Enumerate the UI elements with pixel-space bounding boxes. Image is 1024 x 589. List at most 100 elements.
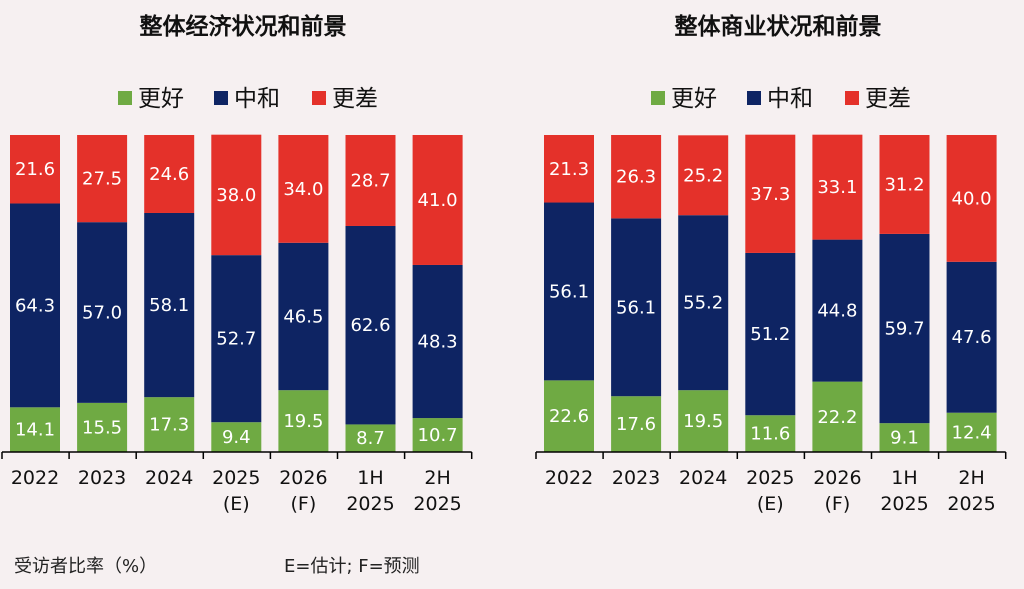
bar-better (879, 423, 930, 452)
x-tick-label-line: 2H (958, 467, 984, 489)
x-tick-label-line: 2025 (212, 467, 260, 489)
data-label-neutral: 59.7 (884, 319, 924, 340)
x-tick-label: 2026 (F) (813, 467, 861, 515)
legend-label-worse: 更差 (865, 86, 911, 112)
data-label-better: 12.4 (952, 422, 992, 443)
bar-worse (278, 135, 329, 243)
bar-better (144, 397, 195, 452)
legend-swatch-worse (312, 91, 326, 105)
x-tick-label: 2024 (145, 467, 193, 489)
data-label-better: 15.5 (82, 417, 122, 438)
data-label-worse: 25.2 (683, 165, 723, 186)
legend-swatch-worse (845, 91, 859, 105)
data-label-neutral: 55.2 (683, 293, 723, 314)
data-label-better: 17.3 (149, 415, 189, 436)
x-tick-label: 2025 (E) (746, 467, 794, 515)
bar-better (412, 418, 463, 452)
bar-worse (10, 135, 60, 204)
bar-neutral (745, 252, 796, 416)
legend-swatch-better (651, 91, 665, 105)
data-label-worse: 34.0 (283, 179, 323, 200)
bar-neutral (278, 242, 329, 391)
data-label-worse: 31.2 (884, 174, 924, 195)
bar-worse (678, 135, 729, 216)
data-label-worse: 40.0 (952, 188, 992, 209)
data-label-neutral: 56.1 (616, 297, 656, 318)
x-tick-label-line: 2026 (279, 467, 327, 489)
legend-item-worse: 更差 (312, 86, 378, 112)
legend-item-better: 更好 (651, 86, 717, 112)
x-tick-label: 2H 2025 (947, 467, 995, 515)
x-tick-label-line: (F) (825, 493, 851, 515)
bar-worse (745, 134, 796, 253)
legend-label-better: 更好 (671, 86, 717, 112)
x-tick-label-line: 2025 (947, 493, 995, 515)
x-tick-label-line: 2025 (880, 493, 928, 515)
data-label-better: 9.1 (890, 428, 919, 449)
legend-item-neutral: 中和 (747, 86, 813, 112)
x-tick-label-line: (E) (223, 493, 250, 515)
bar-neutral (946, 261, 997, 413)
x-tick-label-line: (F) (291, 493, 317, 515)
x-tick-label-line: 2022 (545, 467, 593, 489)
data-label-better: 22.6 (549, 406, 589, 427)
x-tick-label: 1H 2025 (346, 467, 394, 515)
data-label-better: 8.7 (356, 428, 385, 449)
data-label-worse: 27.5 (82, 169, 122, 190)
bar-neutral (544, 202, 594, 381)
data-label-better: 22.2 (817, 407, 857, 428)
bar-better (10, 407, 60, 452)
bar-neutral (879, 233, 930, 424)
x-tick-label-line: 2023 (78, 467, 126, 489)
bar-neutral (211, 255, 262, 423)
x-tick-label-line: 2024 (145, 467, 193, 489)
data-label-worse: 28.7 (350, 170, 390, 191)
data-label-better: 11.6 (750, 424, 790, 445)
x-tick-label-line: 2025 (413, 493, 461, 515)
legend-item-neutral: 中和 (214, 86, 280, 112)
data-label-worse: 21.6 (15, 159, 55, 180)
legend-swatch-better (118, 91, 132, 105)
data-label-worse: 41.0 (418, 190, 458, 211)
bar-worse (879, 135, 930, 234)
bar-worse (211, 134, 262, 256)
x-tick-label-line: (E) (757, 493, 784, 515)
data-label-better: 10.7 (418, 425, 458, 446)
bar-neutral (412, 264, 463, 419)
bar-worse (412, 135, 463, 265)
x-tick-label: 2022 (11, 467, 59, 489)
chart-title: 整体经济状况和前景 (140, 13, 347, 40)
data-label-neutral: 52.7 (216, 329, 256, 350)
legend-label-neutral: 中和 (767, 86, 813, 112)
data-label-neutral: 62.6 (350, 315, 390, 336)
data-label-neutral: 46.5 (283, 306, 323, 327)
legend-swatch-neutral (214, 91, 228, 105)
x-tick-label: 2022 (545, 467, 593, 489)
data-label-worse: 33.1 (817, 177, 857, 198)
data-label-neutral: 44.8 (817, 301, 857, 322)
bar-worse (812, 134, 863, 240)
data-label-neutral: 47.6 (952, 327, 992, 348)
x-tick-label: 2023 (612, 467, 660, 489)
bar-neutral (678, 215, 729, 391)
x-tick-label-line: 2025 (746, 467, 794, 489)
data-label-neutral: 64.3 (15, 295, 55, 316)
bar-neutral (77, 222, 128, 403)
bar-better (278, 390, 329, 452)
bar-better (77, 402, 128, 452)
x-tick-label-line: 2022 (11, 467, 59, 489)
x-tick-label: 2025 (E) (212, 467, 260, 515)
data-label-better: 19.5 (283, 411, 323, 432)
legend-item-worse: 更差 (845, 86, 911, 112)
bar-better (611, 396, 662, 452)
data-label-neutral: 51.2 (750, 324, 790, 345)
legend-label-better: 更好 (138, 86, 184, 112)
data-label-neutral: 48.3 (418, 332, 458, 353)
x-tick-label-line: 2025 (346, 493, 394, 515)
bar-worse (946, 135, 997, 262)
x-tick-label-line: 1H (357, 467, 383, 489)
data-label-neutral: 58.1 (149, 295, 189, 316)
bar-better (211, 422, 262, 452)
bar-worse (144, 135, 195, 213)
